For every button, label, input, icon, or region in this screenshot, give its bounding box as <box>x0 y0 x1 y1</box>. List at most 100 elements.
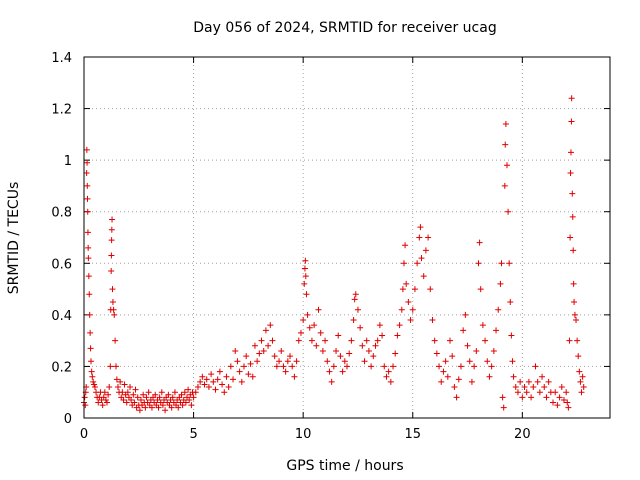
data-point <box>509 358 516 365</box>
data-point <box>372 342 379 349</box>
data-point <box>464 342 471 349</box>
y-tick-label: 0.8 <box>51 206 72 221</box>
data-point <box>243 353 250 360</box>
data-point <box>552 389 559 396</box>
data-point <box>545 378 552 385</box>
data-point <box>409 306 416 313</box>
data-point <box>567 234 574 241</box>
data-point <box>571 311 578 318</box>
x-tick-label: 0 <box>80 427 88 442</box>
data-point <box>315 306 322 313</box>
data-point <box>444 373 451 380</box>
data-point <box>271 353 278 360</box>
data-point <box>543 394 550 401</box>
data-point <box>269 337 276 344</box>
data-point <box>517 378 524 385</box>
data-point <box>251 342 258 349</box>
data-point <box>247 360 254 367</box>
data-point <box>82 402 89 409</box>
data-point <box>350 317 357 324</box>
data-point <box>578 389 585 396</box>
data-point <box>390 363 397 370</box>
data-point <box>344 363 350 370</box>
data-point <box>302 273 309 280</box>
data-point <box>440 368 447 375</box>
data-point <box>186 396 193 403</box>
data-point <box>130 391 137 398</box>
data-point <box>374 337 381 344</box>
data-point <box>499 394 506 401</box>
data-point <box>420 273 427 280</box>
y-tick-label: 0.4 <box>51 309 72 324</box>
data-point <box>142 404 149 411</box>
data-point <box>405 298 412 305</box>
data-point <box>475 260 482 267</box>
data-point <box>128 396 135 403</box>
data-point <box>317 329 324 336</box>
data-point <box>352 291 359 298</box>
data-point <box>455 376 462 383</box>
data-point <box>301 280 308 287</box>
data-point <box>484 358 491 365</box>
data-point <box>438 378 445 385</box>
data-point <box>112 363 119 370</box>
data-point <box>175 404 182 411</box>
data-point <box>568 95 575 102</box>
data-point <box>188 402 195 409</box>
data-point <box>514 389 521 396</box>
data-point <box>370 353 377 360</box>
data-point <box>194 384 201 391</box>
data-point <box>503 162 510 169</box>
data-point <box>313 342 320 349</box>
data-point <box>84 208 91 215</box>
data-point <box>565 404 572 411</box>
data-point <box>254 358 261 365</box>
data-point <box>416 234 423 241</box>
data-point <box>306 324 313 331</box>
data-point <box>387 378 394 385</box>
data-point <box>482 337 489 344</box>
data-point <box>223 373 230 380</box>
data-point <box>363 337 370 344</box>
data-point <box>477 286 484 293</box>
data-point <box>449 353 456 360</box>
data-point <box>357 324 364 331</box>
data-point <box>399 286 406 293</box>
data-point <box>403 280 410 287</box>
data-point <box>185 386 192 393</box>
data-point <box>521 384 528 391</box>
data-point <box>295 337 302 344</box>
data-point <box>297 329 304 336</box>
data-point <box>227 363 234 370</box>
data-point <box>490 347 497 354</box>
data-point <box>479 322 486 329</box>
data-point <box>575 353 582 360</box>
data-point <box>236 368 243 375</box>
data-point <box>124 389 131 396</box>
data-point <box>219 381 226 388</box>
data-point <box>225 384 232 391</box>
data-point <box>341 358 348 365</box>
data-point <box>192 389 199 396</box>
data-point <box>262 327 269 334</box>
data-point <box>566 337 573 344</box>
data-point <box>284 358 291 365</box>
data-point <box>199 373 206 380</box>
data-point <box>333 347 340 354</box>
data-point <box>132 386 139 393</box>
y-tick-label: 0.6 <box>51 257 72 272</box>
data-point <box>240 363 247 370</box>
chart-title: Day 056 of 2024, SRMTID for receiver uca… <box>193 20 496 36</box>
data-point <box>303 291 310 298</box>
y-tick-label: 1.2 <box>51 103 72 118</box>
data-point <box>429 317 436 324</box>
data-point <box>493 327 500 334</box>
x-tick-label: 5 <box>189 427 197 442</box>
data-point <box>267 322 274 329</box>
data-point <box>155 404 162 411</box>
data-point <box>376 322 383 329</box>
data-point <box>84 159 91 166</box>
data-point <box>260 347 267 354</box>
data-point <box>337 353 344 360</box>
data-point <box>287 353 294 360</box>
